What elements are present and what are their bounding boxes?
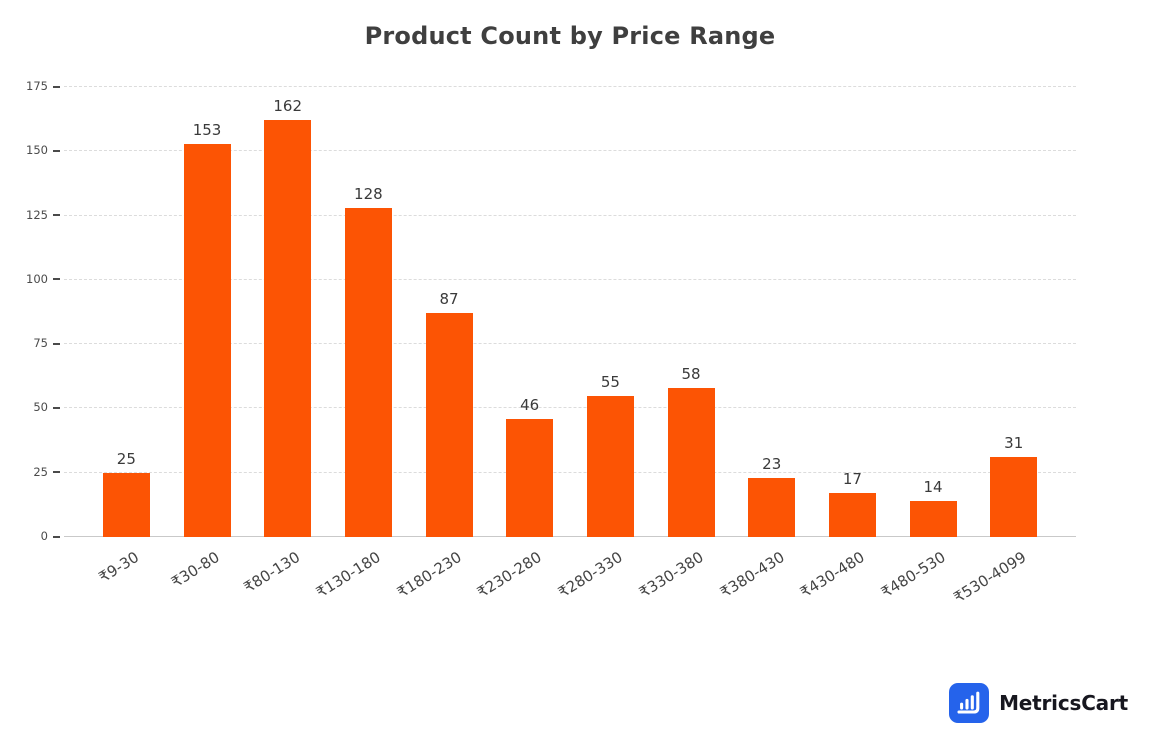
y-gridline: 75 (33, 336, 1076, 350)
bar-value-label: 162 (273, 97, 302, 116)
x-axis-tick-label: ₹330-380 (635, 548, 707, 602)
bar-series: 25 ₹9-30 153 ₹30-80 162 ₹80-130 128 ₹130-180 87 ₹… (64, 87, 1076, 607)
x-axis-tick-label: ₹9-30 (95, 548, 142, 587)
bar-group: 46 ₹230-280 (474, 87, 570, 602)
y-gridline: 175 (26, 79, 1076, 93)
bar-group: 58 ₹330-380 (636, 87, 732, 602)
y-axis-tick-label: 25 (33, 464, 48, 479)
x-axis-tick-label: ₹180-230 (393, 548, 465, 602)
chart-title: Product Count by Price Range (364, 22, 776, 50)
y-gridlines: 0 25 50 75 100 125 150 175 (26, 79, 1076, 543)
bar-value-label: 25 (116, 449, 136, 468)
x-axis-tick-label: ₹480-530 (877, 548, 949, 602)
x-axis-tick-label: ₹530-4099 (950, 548, 1030, 607)
bar-value-label: 58 (681, 364, 701, 383)
y-gridline: 150 (26, 143, 1076, 157)
bar-group: 128 ₹130-180 (313, 87, 409, 602)
bar (748, 477, 796, 537)
bar (344, 207, 392, 537)
bar-group: 14 ₹480-530 (878, 87, 974, 602)
x-axis-line: 0 (41, 529, 1076, 543)
y-axis-tick (53, 85, 60, 88)
bar (586, 395, 634, 537)
bar-group: 31 ₹530-4099 (950, 87, 1054, 607)
y-axis-tick (53, 535, 60, 538)
bar-group: 23 ₹380-430 (716, 87, 812, 602)
bar-group: 153 ₹30-80 (167, 87, 248, 591)
y-gridline: 100 (26, 272, 1076, 286)
x-axis-tick-label: ₹80-130 (240, 548, 304, 597)
x-axis-tick-label: ₹130-180 (313, 548, 384, 602)
bar (909, 501, 957, 537)
x-axis-tick-label: ₹430-480 (797, 548, 868, 602)
y-axis-tick-label: 100 (26, 271, 48, 286)
y-axis-tick-label: 125 (26, 207, 48, 222)
metricscart-logo-icon (949, 683, 990, 723)
bar (667, 387, 715, 537)
y-axis-tick (53, 471, 60, 474)
bar (425, 313, 473, 537)
y-axis-tick (53, 342, 60, 345)
bar (828, 493, 876, 537)
bar-value-label: 46 (520, 395, 540, 414)
y-gridline: 50 (33, 400, 1076, 414)
bar-group: 55 ₹280-330 (555, 87, 651, 602)
bar (264, 120, 312, 537)
bar-value-label: 14 (923, 478, 943, 496)
y-axis-tick-label: 150 (26, 143, 48, 158)
bar-group: 162 ₹80-130 (241, 87, 328, 596)
y-axis-tick (53, 214, 60, 217)
bar-group: 25 ₹9-30 (86, 87, 167, 586)
bar-group: 87 ₹180-230 (394, 87, 490, 602)
plot-area: 0 25 50 75 100 125 150 175 25 ₹9-30 153 ₹30-80 162 ₹… (26, 79, 1076, 607)
y-axis-tick (53, 406, 60, 409)
bar-value-label: 87 (439, 290, 459, 309)
bar-group: 17 ₹430-480 (797, 87, 893, 602)
y-gridline: 125 (26, 208, 1076, 222)
metricscart-logo-text: MetricsCart (999, 691, 1128, 715)
bar (183, 143, 231, 537)
x-axis-tick-label: ₹280-330 (555, 548, 626, 602)
x-axis-tick-label: ₹380-430 (716, 548, 788, 602)
bar-value-label: 153 (192, 120, 222, 139)
bar-value-label: 31 (1004, 434, 1024, 453)
y-axis-tick (53, 149, 60, 152)
y-axis-tick-label: 175 (26, 79, 48, 93)
bar-value-label: 128 (354, 184, 383, 203)
y-axis-tick (53, 278, 60, 281)
x-axis-tick-label: ₹230-280 (474, 548, 546, 602)
x-axis-tick-label: ₹30-80 (167, 548, 223, 592)
bar (990, 457, 1038, 537)
y-axis-tick-label: 50 (33, 400, 48, 415)
metricscart-logo: MetricsCart (949, 683, 1128, 723)
bar-value-label: 55 (600, 372, 620, 391)
y-axis-tick-label: 75 (33, 336, 48, 351)
bar-value-label: 23 (762, 454, 782, 473)
y-gridline: 25 (33, 465, 1076, 479)
y-axis-tick-label: 0 (40, 529, 48, 543)
bar (506, 418, 554, 537)
bar-value-label: 17 (842, 470, 862, 489)
bar (102, 472, 150, 537)
